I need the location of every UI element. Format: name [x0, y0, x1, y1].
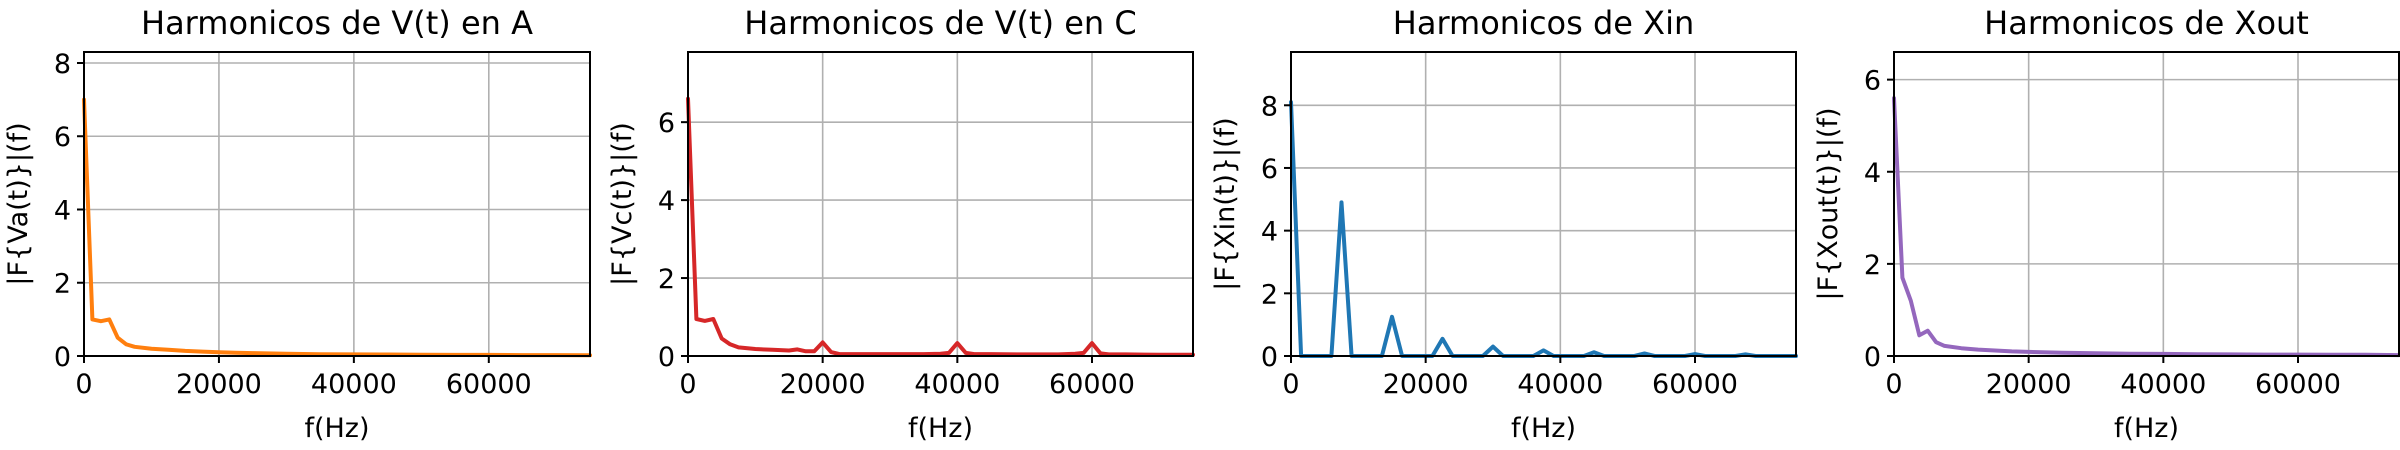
y-tick-label: 4: [1864, 158, 1881, 189]
series-line: [1892, 96, 2400, 358]
axes-frame: [83, 51, 591, 357]
axes-frame: [1893, 51, 2400, 357]
y-axis-label: |F{Vc(t)}|(f): [607, 122, 638, 286]
y-tick-label: 2: [54, 269, 71, 300]
chart-title: Harmonicos de Xout: [1984, 4, 2309, 42]
y-tick-label: 2: [1864, 250, 1881, 281]
x-tick-label: 20000: [1383, 369, 1469, 400]
y-tick-label: 0: [1261, 342, 1278, 373]
x-tick-label: 0: [679, 369, 696, 400]
x-tick-label: 60000: [1652, 369, 1738, 400]
series-line: [82, 97, 592, 358]
y-tick-label: 6: [1261, 154, 1278, 185]
y-tick-label: 8: [54, 49, 71, 80]
x-axis-label: f(Hz): [2114, 413, 2179, 444]
chart-panel-2: 0 20000 40000 60000 0 2 4 6 Harmonicos de V(t) e…: [607, 4, 1195, 444]
y-tick-label: 0: [1864, 342, 1881, 373]
y-tick-label: 6: [658, 108, 675, 139]
y-tick-label: 6: [54, 122, 71, 153]
chart-title: Harmonicos de V(t) en A: [141, 4, 533, 42]
x-tick-label: 0: [75, 369, 92, 400]
x-tick-label: 0: [1282, 369, 1299, 400]
x-tick-label: 40000: [914, 369, 1000, 400]
y-tick-label: 2: [1261, 279, 1278, 310]
y-axis-label: |F{Xout(t)}|(f): [1813, 107, 1844, 300]
x-axis-label: f(Hz): [908, 413, 973, 444]
x-tick-label: 40000: [1517, 369, 1603, 400]
axes-frame: [1290, 51, 1797, 357]
x-tick-label: 40000: [2120, 369, 2206, 400]
y-tick-label: 2: [658, 264, 675, 295]
chart-panel-4: 0 20000 40000 60000 0 2 4 6 Harmonicos de Xout f(…: [1813, 4, 2400, 444]
x-tick-label: 60000: [2255, 369, 2341, 400]
y-tick-label: 6: [1864, 66, 1881, 97]
x-tick-label: 20000: [176, 369, 262, 400]
axes-frame: [687, 51, 1194, 357]
y-tick-label: 0: [54, 342, 71, 373]
series-line: [1289, 100, 1798, 358]
chart-panel-1: 0 20000 40000 60000 0 2 4 6 8 Harmonicos de V(t) …: [3, 4, 592, 444]
y-axis-label: |F{Xin(t)}|(f): [1210, 117, 1241, 290]
chart-panel-3: 0 20000 40000 60000 0 2 4 6 8 Harmonicos de Xin f(…: [1210, 4, 1798, 444]
y-tick-label: 4: [658, 186, 675, 217]
x-tick-label: 20000: [780, 369, 866, 400]
chart-title: Harmonicos de Xin: [1393, 4, 1694, 42]
x-axis-label: f(Hz): [304, 413, 369, 444]
y-tick-label: 0: [658, 342, 675, 373]
x-tick-label: 40000: [311, 369, 397, 400]
x-tick-label: 60000: [446, 369, 532, 400]
series-line: [686, 96, 1195, 357]
x-tick-label: 60000: [1049, 369, 1135, 400]
y-axis-label: |F{Va(t)}|(f): [3, 122, 34, 285]
y-tick-label: 8: [1261, 91, 1278, 122]
x-tick-label: 0: [1885, 369, 1902, 400]
chart-title: Harmonicos de V(t) en C: [744, 4, 1136, 42]
y-tick-label: 4: [1261, 217, 1278, 248]
y-tick-label: 4: [54, 195, 71, 226]
x-axis-label: f(Hz): [1511, 413, 1576, 444]
x-tick-label: 20000: [1986, 369, 2072, 400]
